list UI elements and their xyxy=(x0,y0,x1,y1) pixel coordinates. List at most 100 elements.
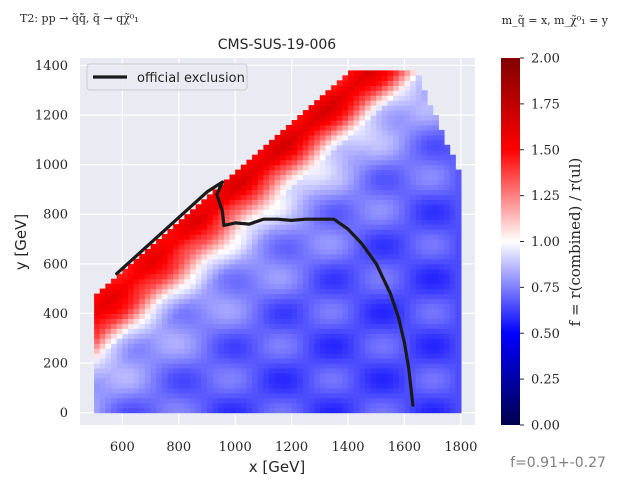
heatmap-cell xyxy=(398,95,406,101)
heatmap-cell xyxy=(331,263,338,270)
heatmap-cell xyxy=(201,353,208,359)
heatmap-cell xyxy=(94,333,101,339)
heatmap-cell xyxy=(150,288,157,295)
y-tick-label-0: 0 xyxy=(60,406,68,421)
heatmap-cell xyxy=(359,85,366,91)
heatmap-cell xyxy=(421,353,428,359)
heatmap-cell xyxy=(206,268,214,275)
heatmap-cell xyxy=(438,377,445,384)
heatmap-cell xyxy=(353,100,360,106)
heatmap-cell xyxy=(398,298,406,305)
heatmap-cell xyxy=(297,372,304,379)
heatmap-cell xyxy=(291,144,298,151)
heatmap-cell xyxy=(280,367,287,374)
heatmap-cell xyxy=(156,239,163,245)
heatmap-cell xyxy=(421,90,428,96)
heatmap-cell xyxy=(364,90,372,96)
heatmap-cell xyxy=(195,367,202,374)
heatmap-cell xyxy=(319,372,327,379)
heatmap-cell xyxy=(449,372,456,379)
heatmap-cell xyxy=(308,159,315,166)
heatmap-cell xyxy=(370,139,377,146)
heatmap-cell xyxy=(297,149,304,156)
heatmap-cell xyxy=(116,318,123,324)
heatmap-cell xyxy=(387,110,394,116)
heatmap-cell xyxy=(274,323,281,329)
heatmap-cell xyxy=(348,278,355,285)
heatmap-cell xyxy=(353,105,360,111)
heatmap-cell xyxy=(314,407,321,414)
heatmap-cell xyxy=(285,214,293,220)
heatmap-cell xyxy=(398,372,406,379)
heatmap-cell xyxy=(195,402,202,409)
heatmap-cell xyxy=(331,338,338,344)
heatmap-cell xyxy=(336,189,343,195)
heatmap-cell xyxy=(353,278,360,285)
heatmap-cell xyxy=(246,318,253,324)
heatmap-cell xyxy=(105,397,112,404)
heatmap-cell xyxy=(263,318,270,324)
heatmap-cell xyxy=(449,397,456,404)
heatmap-cell xyxy=(235,199,242,205)
heatmap-cell xyxy=(302,248,310,255)
heatmap-cell xyxy=(438,224,445,230)
heatmap-cell xyxy=(314,293,321,300)
x-tick-label-800: 800 xyxy=(166,440,191,455)
heatmap-cell xyxy=(336,313,343,319)
heatmap-cell xyxy=(285,328,293,334)
heatmap-cell xyxy=(314,129,321,136)
heatmap-cell xyxy=(291,253,298,260)
heatmap-cell xyxy=(280,303,287,310)
heatmap-cell xyxy=(342,372,349,379)
heatmap-cell xyxy=(190,353,197,359)
heatmap-cell xyxy=(364,308,372,315)
heatmap-cell xyxy=(173,397,180,404)
heatmap-cell xyxy=(235,392,242,399)
heatmap-cell xyxy=(376,110,383,116)
heatmap-cell xyxy=(398,164,406,171)
heatmap-cell xyxy=(133,293,140,300)
heatmap-cell xyxy=(218,224,225,230)
heatmap-cell xyxy=(269,382,276,389)
heatmap-cell xyxy=(122,382,129,389)
heatmap-cell xyxy=(285,407,293,414)
heatmap-cell xyxy=(122,407,129,414)
heatmap-cell xyxy=(246,199,253,205)
heatmap-cell xyxy=(308,214,315,220)
heatmap-cell xyxy=(252,189,259,195)
heatmap-cell xyxy=(150,263,157,270)
heatmap-cell xyxy=(133,313,140,319)
heatmap-cell xyxy=(269,189,276,195)
heatmap-cell xyxy=(201,283,208,290)
heatmap-cell xyxy=(263,248,270,255)
heatmap-cell xyxy=(280,179,287,186)
heatmap-cell xyxy=(314,353,321,359)
heatmap-cell xyxy=(342,105,349,111)
heatmap-cell xyxy=(246,253,253,260)
heatmap-cell xyxy=(285,239,293,245)
heatmap-cell xyxy=(342,248,349,255)
heatmap-cell xyxy=(427,343,434,349)
heatmap-cell xyxy=(167,268,174,275)
heatmap-cell xyxy=(252,308,259,315)
heatmap-cell xyxy=(348,115,355,121)
heatmap-cell xyxy=(443,303,451,310)
heatmap-cell xyxy=(381,139,389,146)
heatmap-cell xyxy=(173,358,180,364)
heatmap-cell xyxy=(342,392,349,399)
heatmap-cell xyxy=(455,298,462,305)
heatmap-cell xyxy=(455,328,462,334)
heatmap-cell xyxy=(325,204,332,210)
heatmap-cell xyxy=(291,139,298,146)
heatmap-cell xyxy=(353,90,360,96)
heatmap-cell xyxy=(190,382,197,389)
heatmap-cell xyxy=(223,194,231,200)
heatmap-cell xyxy=(438,348,445,354)
heatmap-cell xyxy=(291,397,298,404)
heatmap-cell xyxy=(370,209,377,215)
heatmap-cell xyxy=(246,372,253,379)
heatmap-cell xyxy=(381,134,389,141)
heatmap-cell xyxy=(348,85,355,91)
heatmap-cell xyxy=(212,209,219,215)
heatmap-cell xyxy=(257,243,264,250)
